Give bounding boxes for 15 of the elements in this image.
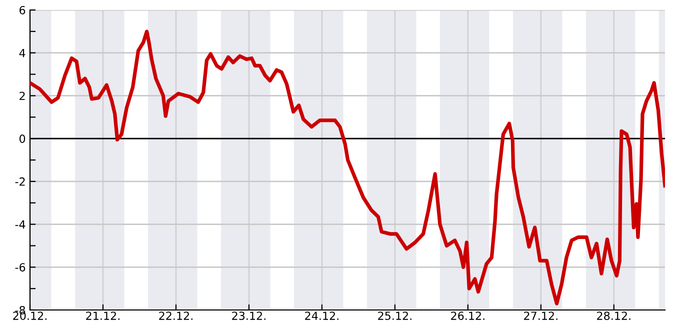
- x-tick-label: 23.12.: [232, 312, 266, 320]
- y-tick-label: 4: [19, 48, 26, 58]
- x-tick-label: 22.12.: [159, 312, 192, 320]
- y-tick-label: 0: [19, 134, 26, 143]
- x-tick-label: 27.12.: [524, 312, 558, 320]
- x-tick-label: 21.12.: [86, 312, 120, 320]
- y-tick-label: -4: [15, 220, 26, 229]
- x-tick-label: 24.12.: [305, 312, 338, 320]
- y-tick-label: -6: [15, 263, 26, 272]
- y-tick-label: 2: [20, 92, 25, 100]
- x-tick-label: 25.12.: [378, 312, 412, 320]
- y-tick-label: 6: [20, 6, 26, 14]
- y-tick-label: -2: [15, 177, 25, 186]
- x-tick-label: 26.12.: [451, 312, 484, 320]
- x-tick-label: 28.12.: [597, 312, 630, 320]
